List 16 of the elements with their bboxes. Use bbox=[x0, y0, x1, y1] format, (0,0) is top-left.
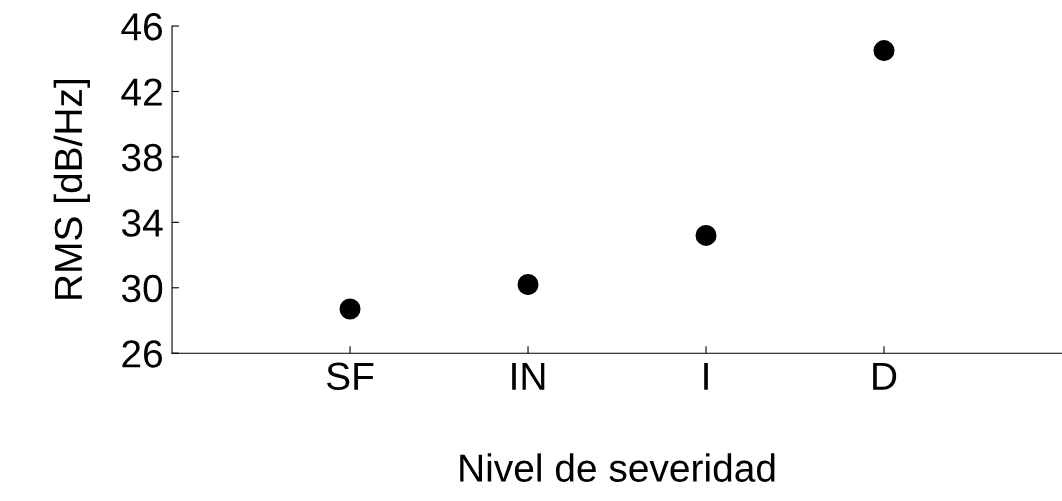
y-axis-title: RMS [dB/Hz] bbox=[53, 80, 90, 299]
y-tick-label: 34 bbox=[121, 209, 163, 237]
y-tick-label: 42 bbox=[121, 78, 162, 106]
point bbox=[517, 273, 539, 296]
point bbox=[339, 298, 361, 320]
point bbox=[873, 40, 895, 62]
point bbox=[695, 224, 717, 246]
y-tick-label: 38 bbox=[121, 143, 163, 172]
y-tick-label: 30 bbox=[121, 274, 163, 303]
x-tick-label: IN bbox=[512, 362, 545, 390]
x-axis-title: Nivel de severidad bbox=[460, 453, 775, 482]
y-tick-label: 46 bbox=[121, 12, 163, 41]
x-tick-label: I bbox=[704, 362, 708, 390]
x-tick-label: SF bbox=[326, 362, 374, 391]
x-tick-label: D bbox=[873, 362, 897, 390]
y-tick-label: 26 bbox=[122, 340, 163, 368]
